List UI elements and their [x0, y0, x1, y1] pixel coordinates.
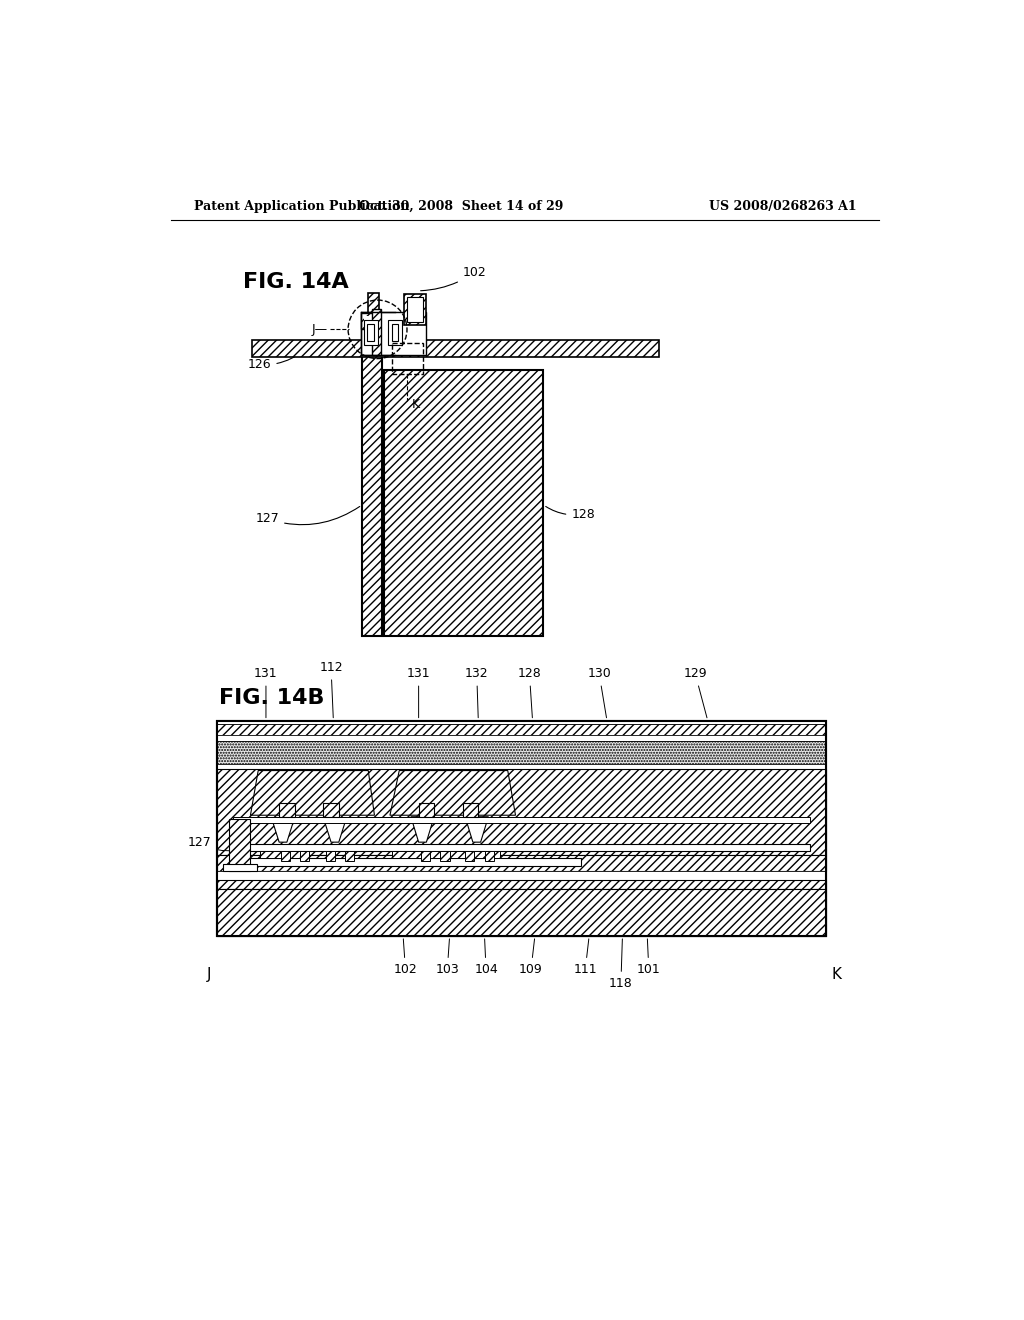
Bar	[232, 845, 810, 851]
Bar	[217, 721, 825, 725]
Bar	[407, 297, 423, 322]
Bar	[232, 858, 582, 866]
Bar	[361, 313, 378, 329]
Bar	[384, 370, 543, 636]
Bar	[260, 851, 306, 858]
Bar	[369, 293, 379, 341]
Bar	[364, 321, 378, 345]
Text: 103: 103	[435, 939, 459, 975]
Text: 109: 109	[519, 939, 543, 975]
Text: 101: 101	[637, 939, 660, 975]
Bar	[228, 818, 251, 871]
Text: 131: 131	[407, 668, 430, 718]
Bar	[484, 851, 494, 861]
Text: K: K	[413, 399, 421, 412]
Text: FIG. 14A: FIG. 14A	[243, 272, 348, 292]
Text: 127: 127	[255, 507, 359, 525]
Polygon shape	[465, 817, 488, 842]
Bar	[391, 851, 500, 858]
Text: 111: 111	[573, 939, 597, 975]
Bar	[260, 851, 306, 858]
Bar	[391, 343, 423, 374]
Text: 102: 102	[421, 265, 486, 290]
Bar	[326, 851, 335, 861]
Bar	[217, 721, 825, 936]
Polygon shape	[251, 771, 375, 816]
Text: K: K	[831, 966, 842, 982]
Bar	[365, 317, 375, 326]
Text: 129: 129	[683, 668, 708, 718]
Text: 128: 128	[546, 507, 595, 520]
Bar	[300, 851, 309, 861]
Bar	[217, 725, 825, 735]
Text: 104: 104	[474, 939, 498, 975]
Polygon shape	[324, 817, 346, 842]
Bar	[440, 851, 450, 861]
Text: J—: J—	[312, 323, 328, 335]
Bar	[217, 721, 825, 936]
Bar	[217, 855, 825, 871]
Bar	[217, 890, 825, 936]
Text: 102: 102	[393, 939, 418, 975]
Bar	[222, 865, 257, 871]
Bar	[421, 851, 430, 861]
Text: 126: 126	[248, 350, 304, 371]
Text: 130: 130	[588, 668, 611, 718]
Bar	[281, 851, 290, 861]
Text: 127: 127	[188, 836, 237, 851]
Text: 118: 118	[609, 939, 633, 990]
Text: FIG. 14B: FIG. 14B	[219, 688, 325, 708]
Bar	[280, 803, 295, 817]
Bar	[252, 341, 658, 358]
Bar	[324, 803, 339, 817]
Bar	[465, 851, 474, 861]
Bar	[372, 309, 381, 355]
Bar	[345, 851, 354, 861]
Bar	[217, 871, 825, 880]
Text: Patent Application Publication: Patent Application Publication	[194, 199, 410, 213]
Bar	[217, 741, 825, 763]
Bar	[360, 313, 426, 355]
Bar	[391, 851, 500, 858]
Bar	[388, 321, 401, 345]
Bar	[217, 763, 825, 770]
Bar	[217, 735, 825, 741]
Polygon shape	[390, 771, 515, 816]
Text: 128: 128	[517, 668, 542, 718]
Text: 112: 112	[319, 661, 343, 718]
Text: J: J	[207, 966, 211, 982]
Polygon shape	[411, 817, 434, 842]
Text: Oct. 30, 2008  Sheet 14 of 29: Oct. 30, 2008 Sheet 14 of 29	[359, 199, 563, 213]
Text: 131: 131	[254, 668, 278, 718]
Bar	[419, 803, 434, 817]
Bar	[463, 803, 478, 817]
Bar	[217, 880, 825, 890]
Bar	[403, 294, 426, 325]
Text: 132: 132	[465, 668, 488, 718]
Bar	[362, 339, 382, 636]
Text: US 2008/0268263 A1: US 2008/0268263 A1	[709, 199, 856, 213]
Bar	[232, 817, 810, 822]
Bar	[217, 770, 825, 855]
Bar	[391, 323, 397, 341]
Bar	[368, 323, 374, 341]
Polygon shape	[271, 817, 295, 842]
